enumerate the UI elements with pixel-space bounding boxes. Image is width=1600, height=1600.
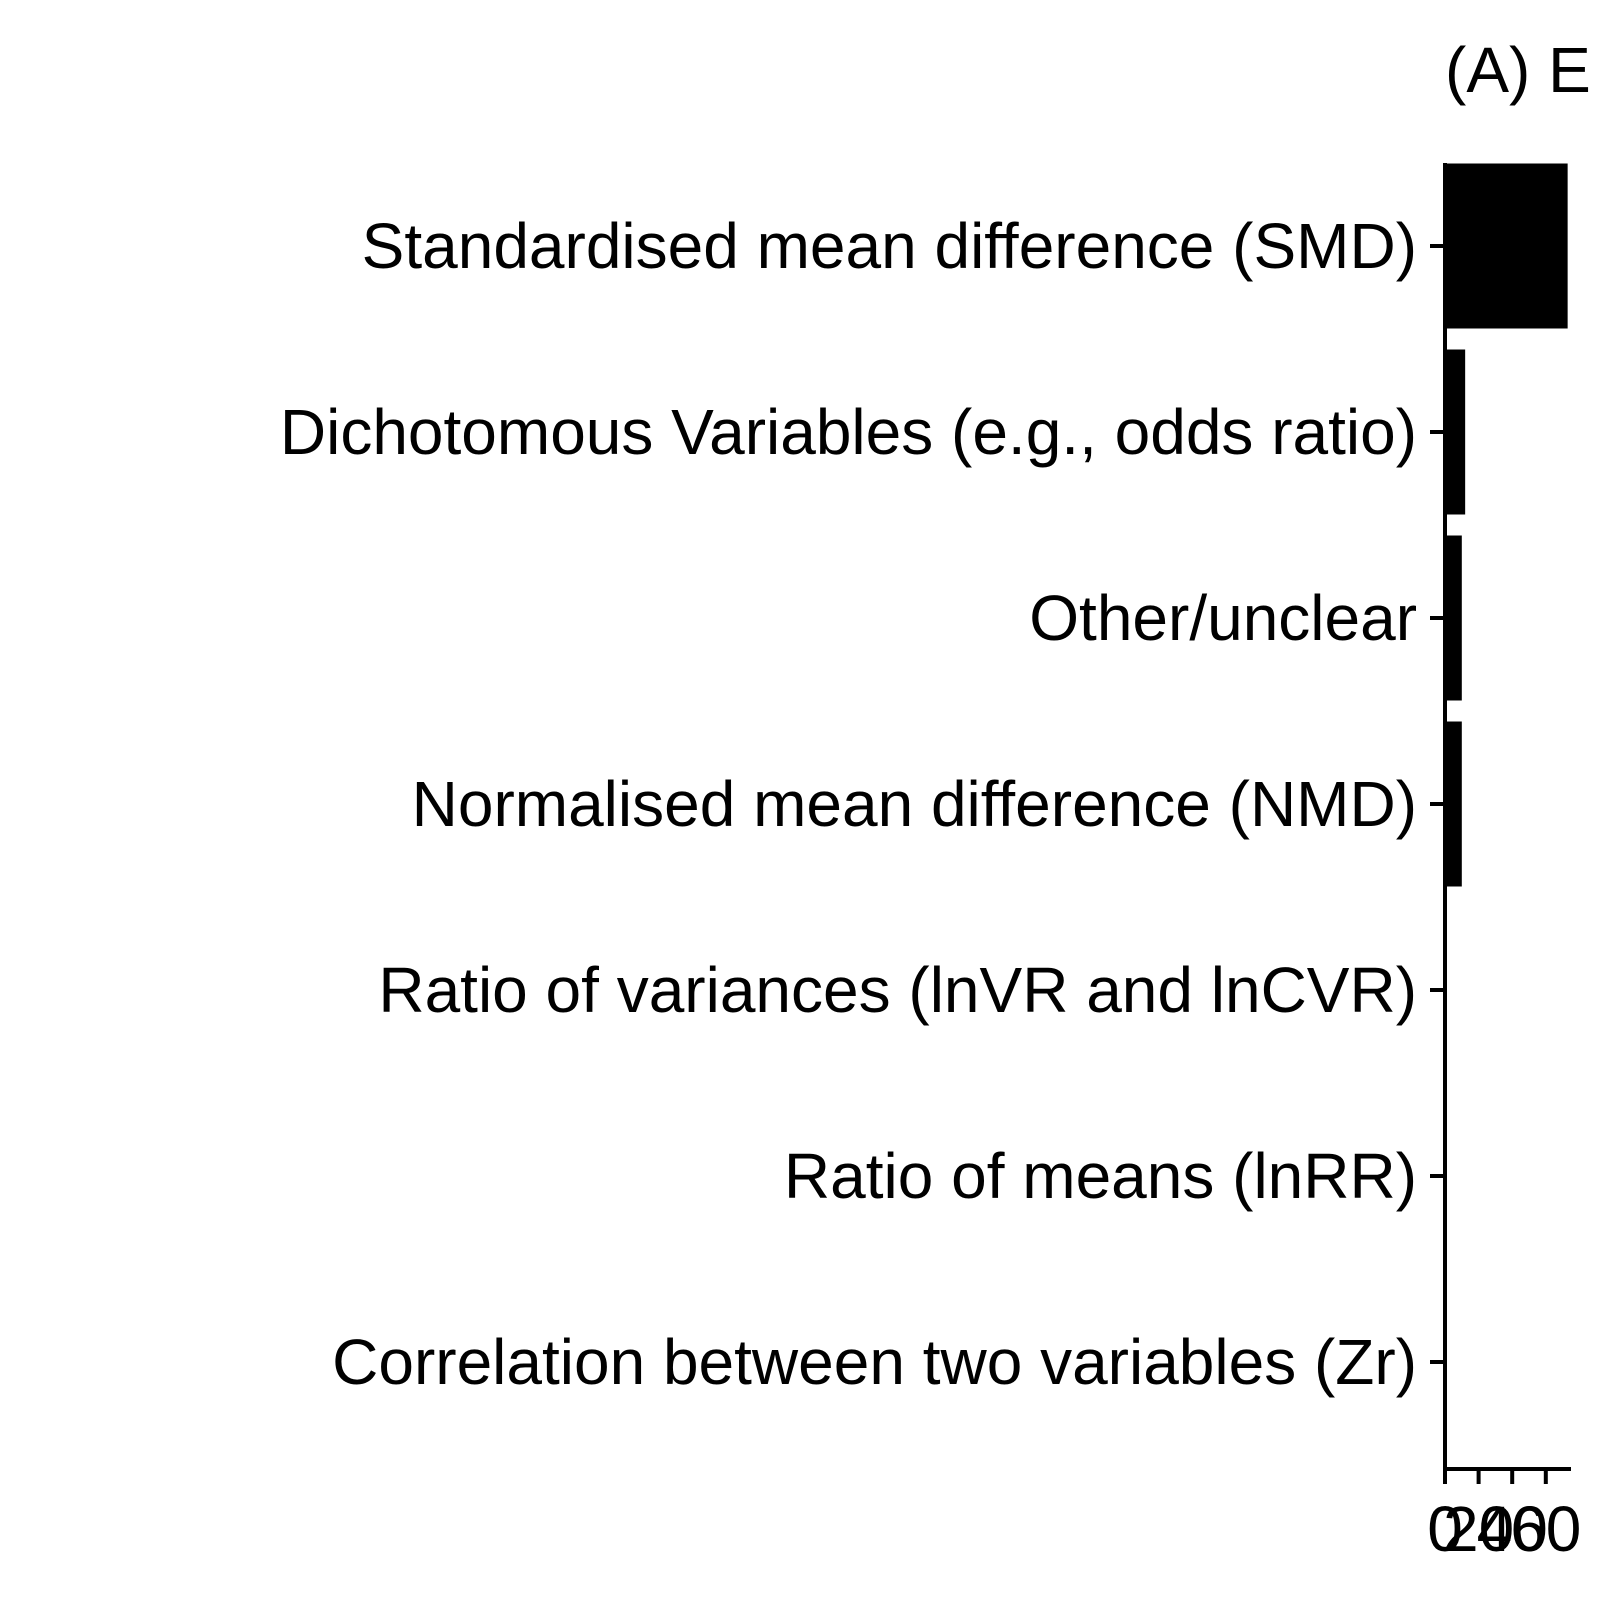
bar	[1445, 163, 1568, 329]
category-label: Normalised mean difference (NMD)	[412, 768, 1417, 840]
category-label: Dichotomous Variables (e.g., odds ratio)	[280, 396, 1417, 468]
bar	[1445, 721, 1462, 887]
category-label: Ratio of variances (lnVR and lnCVR)	[378, 954, 1417, 1026]
x-tick-label: 20	[1443, 1493, 1514, 1565]
y-ticks	[1430, 244, 1445, 1364]
category-label: Correlation between two variables (Zr)	[332, 1326, 1417, 1398]
category-label: Standardised mean difference (SMD)	[362, 210, 1417, 282]
x-tick-label: 40	[1477, 1493, 1548, 1565]
chart-title: (A) E	[1445, 34, 1591, 106]
x-tick-label: 0	[1427, 1493, 1463, 1565]
category-label: Ratio of means (lnRR)	[784, 1140, 1417, 1212]
bar	[1445, 349, 1466, 515]
category-label: Other/unclear	[1029, 582, 1417, 654]
category-labels: Standardised mean difference (SMD) Dichot…	[280, 210, 1417, 1398]
bars-group	[1445, 163, 1568, 887]
bar	[1445, 535, 1462, 701]
x-tick-label: 60	[1510, 1493, 1581, 1565]
